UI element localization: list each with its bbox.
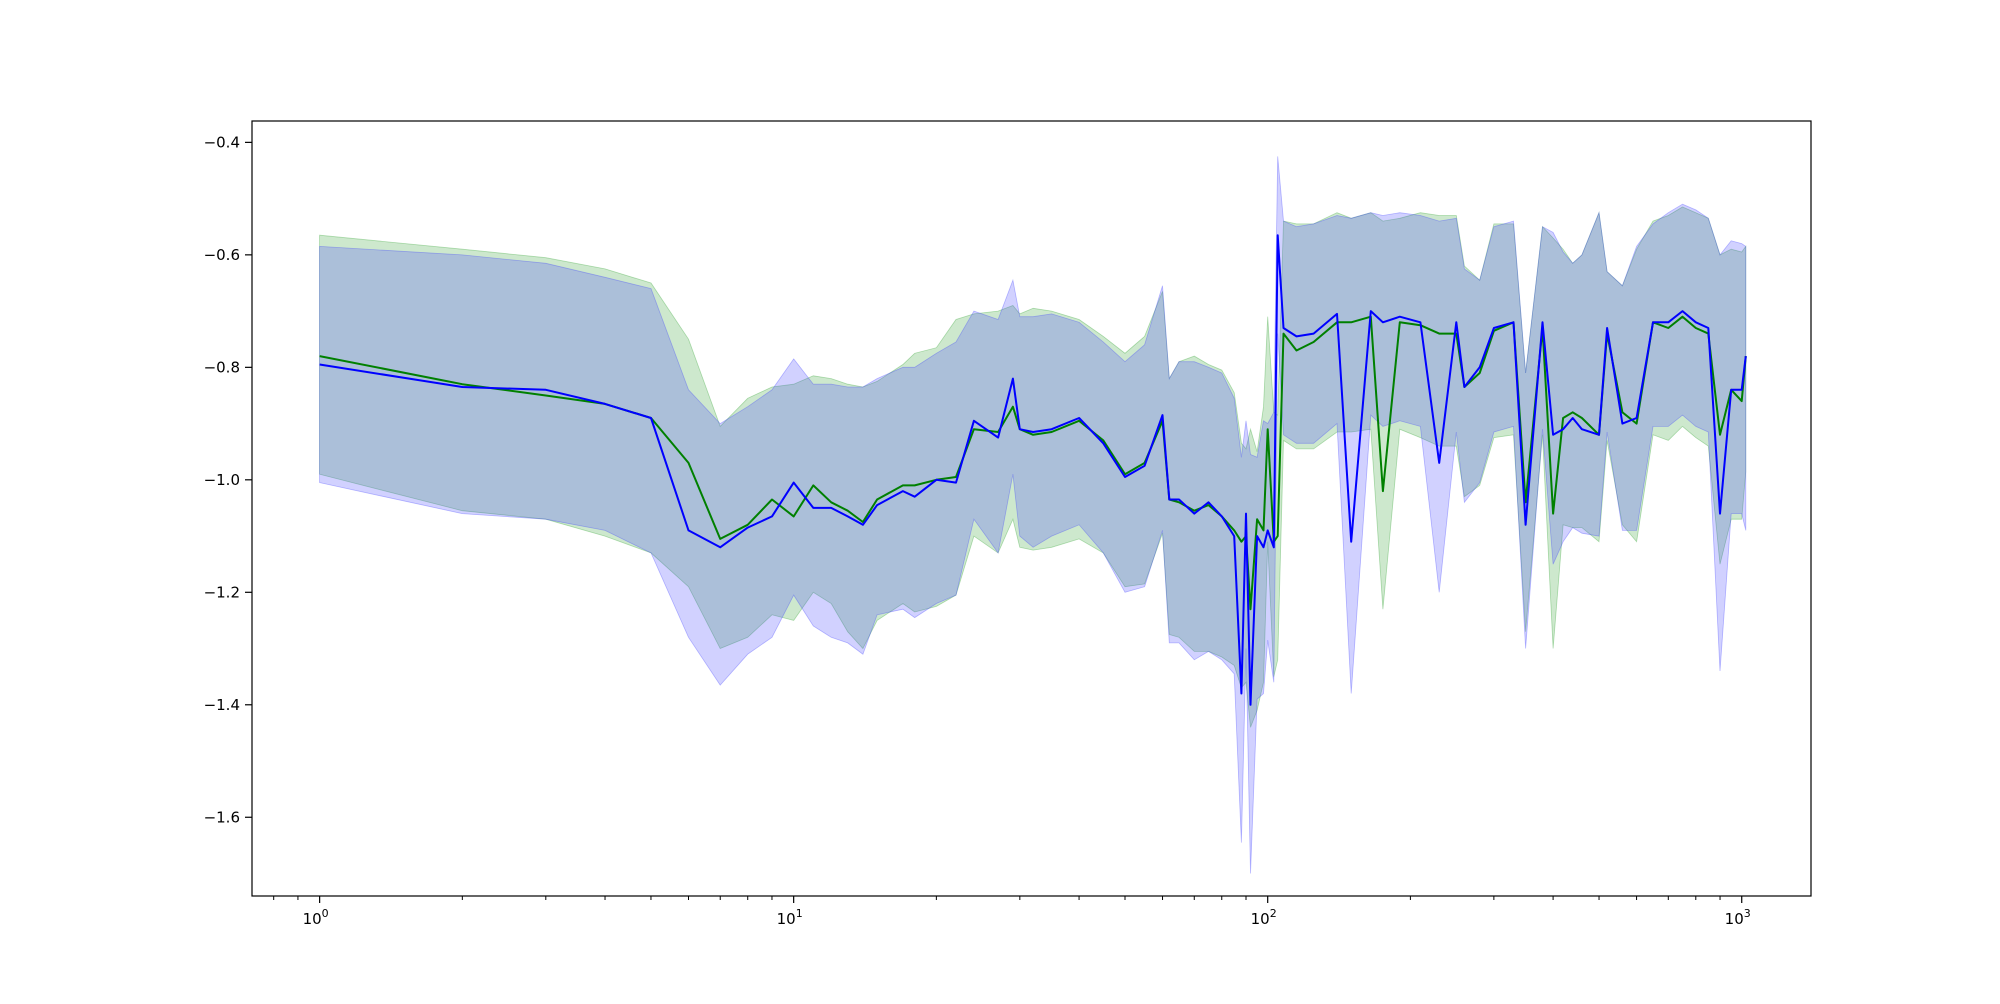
series-lines (319, 234, 1747, 706)
y-tick-label: −1.0 (204, 471, 240, 489)
x-tick-label: 101 (777, 907, 803, 928)
y-tick-label: −0.6 (204, 246, 240, 264)
series-2-band (319, 156, 1747, 874)
y-axis: −0.4 −0.6 −0.8 −1.0 −1.2 −1.4 −1.6 (204, 133, 252, 826)
series-2-line (319, 234, 1747, 706)
series-1-band (319, 206, 1747, 728)
y-tick-label: −1.4 (204, 696, 240, 714)
x-tick-label: 103 (1725, 907, 1751, 928)
x-tick-base: 10 (1725, 910, 1744, 928)
x-tick-exponent: 0 (322, 907, 329, 920)
confidence-bands (319, 156, 1747, 874)
x-tick-base: 10 (303, 910, 322, 928)
x-tick-exponent: 1 (796, 907, 803, 920)
y-tick-label: −1.6 (204, 808, 240, 826)
y-tick-label: −0.4 (204, 133, 240, 151)
y-tick-label: −0.8 (204, 358, 240, 376)
series-1-line (319, 315, 1747, 611)
x-tick-label: 100 (303, 907, 329, 928)
x-axis: 100 101 102 103 (273, 896, 1751, 928)
x-tick-exponent: 2 (1270, 907, 1277, 920)
x-tick-base: 10 (1251, 910, 1270, 928)
x-tick-base: 10 (777, 910, 796, 928)
y-tick-label: −1.2 (204, 583, 240, 601)
plot-frame (251, 120, 1812, 897)
x-tick-label: 102 (1251, 907, 1277, 928)
x-tick-exponent: 3 (1744, 907, 1751, 920)
